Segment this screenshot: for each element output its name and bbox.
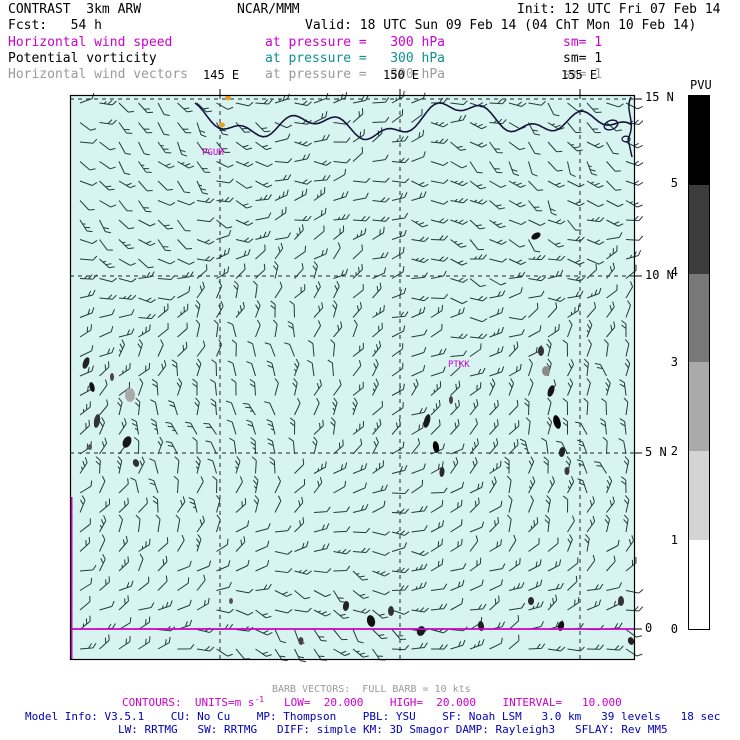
- coastline-edge: [627, 96, 633, 158]
- station-label-pgum: PGUM: [202, 148, 224, 158]
- colorbar-segment: [689, 451, 709, 541]
- init-time: Init: 12 UTC Fri 07 Feb 14: [517, 2, 721, 17]
- contour-info-units: CONTOURS: UNITS=m s: [122, 696, 255, 709]
- field-pv-level: at pressure = 300 hPa: [265, 51, 446, 66]
- field-windspeed-level: at pressure = 300 hPa: [265, 35, 446, 50]
- x-tick-155e: 155 E: [561, 68, 598, 82]
- model-info-line1: Model Info: V3.5.1 CU: No Cu MP: Thompso…: [25, 710, 721, 723]
- pv-blob: [558, 447, 566, 457]
- station-labels: PGUM PTKK: [202, 148, 470, 370]
- pv-blob: [538, 346, 544, 356]
- colorbar-tick-label: 2: [670, 443, 678, 458]
- y-tick-15n: 15 N: [645, 90, 674, 104]
- pv-blob: [132, 459, 140, 467]
- colorbar-segment: [689, 273, 709, 363]
- map-svg: PGUM PTKK: [69, 89, 644, 663]
- wind-barbs: [79, 90, 644, 663]
- surface-marks: [219, 95, 231, 128]
- contour-info-units-exponent: -1: [254, 695, 265, 704]
- x-tick-150e: 150 E: [383, 68, 420, 82]
- colorbar-segments: [688, 95, 710, 630]
- pv-blob: [298, 637, 304, 645]
- coastline-islet: [603, 119, 619, 131]
- pv-blob: [627, 637, 635, 645]
- pv-blob: [423, 414, 431, 428]
- contour-info: CONTOURS: UNITS=m s-1 LOW= 20.000 HIGH= …: [122, 695, 622, 710]
- pv-blob: [618, 596, 624, 606]
- station-label-ptkk: PTKK: [448, 360, 470, 370]
- org-label: NCAR/MMM: [237, 2, 300, 17]
- colorbar-segment: [689, 184, 709, 274]
- model-title: CONTRAST 3km ARW: [8, 2, 142, 17]
- pv-blob: [564, 467, 570, 475]
- pv-blob: [449, 396, 453, 404]
- contour-info-values: LOW= 20.000 HIGH= 20.000 INTERVAL= 10.00…: [264, 696, 622, 709]
- y-tick-0: 0: [645, 621, 653, 635]
- pv-blob: [542, 366, 550, 376]
- pv-blob: [89, 382, 95, 392]
- map-frame: [69, 94, 636, 661]
- orange-mark: [225, 95, 231, 101]
- colorbar-tick-label: 4: [670, 265, 678, 280]
- pv-blob: [110, 373, 114, 381]
- pv-blob: [82, 357, 90, 369]
- colorbar-segment: [689, 540, 709, 629]
- forecast-hour: Fcst: 54 h: [8, 18, 102, 33]
- barb-legend: BARB VECTORS: FULL BARB = 10 kts: [272, 684, 471, 695]
- pv-blob: [342, 601, 350, 611]
- valid-time: Valid: 18 UTC Sun 09 Feb 14 (04 ChT Mon …: [305, 18, 697, 33]
- orange-mark: [219, 122, 225, 128]
- colorbar-title: PVU: [690, 78, 712, 92]
- colorbar-tick-labels: 5 4 3 2 1 0: [664, 95, 680, 636]
- axis-ticks: [219, 89, 642, 630]
- pv-blob: [528, 597, 534, 605]
- pv-blob: [553, 415, 561, 429]
- pv-blob: [93, 414, 101, 428]
- colorbar-segment: [689, 362, 709, 452]
- pv-blob: [547, 385, 555, 397]
- coastline-contour: [194, 102, 632, 141]
- field-pv-label: Potential vorticity: [8, 51, 157, 66]
- pv-blob: [366, 615, 376, 627]
- pv-blob: [432, 441, 440, 453]
- colorbar-tick-label: 0: [670, 622, 678, 636]
- colorbar-tick-label: 1: [670, 532, 678, 547]
- model-info-line2: LW: RRTMG SW: RRTMG DIFF: simple KM: 3D …: [118, 723, 668, 736]
- x-tick-145e: 145 E: [203, 68, 240, 82]
- y-tick-10n: 10 N: [645, 268, 674, 282]
- pv-blobs: [82, 232, 635, 645]
- pv-blob: [122, 436, 132, 448]
- field-pv-smooth: sm= 1: [563, 51, 603, 66]
- pv-blob: [531, 232, 541, 240]
- pv-blob: [388, 606, 394, 616]
- field-windspeed-label: Horizontal wind speed: [8, 35, 173, 50]
- pv-blob: [229, 598, 233, 604]
- colorbar-segment: [689, 96, 709, 185]
- field-windspeed-smooth: sm= 1: [563, 35, 603, 50]
- colorbar-tick-label: 3: [670, 354, 678, 369]
- field-windvector-smooth: sm= 1: [563, 67, 603, 82]
- coastline-group: [194, 96, 633, 158]
- pv-blob: [125, 388, 135, 402]
- map-background: [70, 95, 635, 660]
- colorbar-tick-label: 5: [670, 176, 678, 191]
- field-windvector-label: Horizontal wind vectors: [8, 67, 189, 82]
- coastline-islet: [621, 135, 631, 143]
- pv-blob: [439, 467, 445, 477]
- field-windvector-level: at pressure = 300 hPa: [265, 67, 446, 82]
- y-tick-5n: 5 N: [645, 445, 667, 459]
- pv-blob: [88, 444, 92, 450]
